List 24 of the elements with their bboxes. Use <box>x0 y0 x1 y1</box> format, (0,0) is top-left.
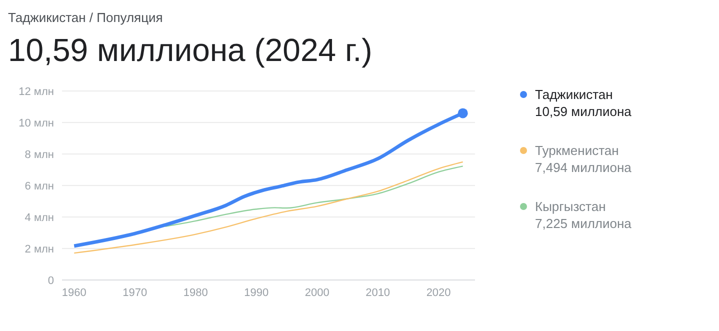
x-tick-label: 1970 <box>122 286 148 299</box>
text: 10,59 миллиона <box>535 103 632 120</box>
line-series <box>74 161 464 254</box>
y-tick-label: 4 млн <box>24 212 54 224</box>
legend-label: Таджикистан <box>535 86 614 103</box>
y-tick-label: 8 млн <box>24 148 54 161</box>
x-tick-label: 2020 <box>426 286 451 299</box>
x-tick-label: 1980 <box>183 286 208 299</box>
x-tick-label: 1990 <box>244 286 269 299</box>
y-tick-label: 0 <box>48 274 54 287</box>
y-tick-label: 6 млн <box>24 180 54 192</box>
chart-subtitle: Таджикистан / Популяция <box>8 10 163 25</box>
y-tick-label: 2 млн <box>24 243 54 256</box>
line-series <box>164 166 464 228</box>
chart-title: 10,59 миллиона (2024 г.) <box>8 32 372 69</box>
text: 7,494 миллиона <box>535 159 632 176</box>
y-tick-label: 10 млн <box>18 117 54 130</box>
x-tick-label: 2010 <box>366 286 390 299</box>
y-tick-label: 12 млн <box>18 86 54 98</box>
x-tick-label: 1960 <box>62 286 86 299</box>
legend-label: Туркменистан <box>535 142 620 159</box>
text: 7,225 миллиона <box>535 215 632 232</box>
x-tick-label: 2000 <box>304 286 330 299</box>
legend-label: Кыргызстан <box>535 198 607 215</box>
